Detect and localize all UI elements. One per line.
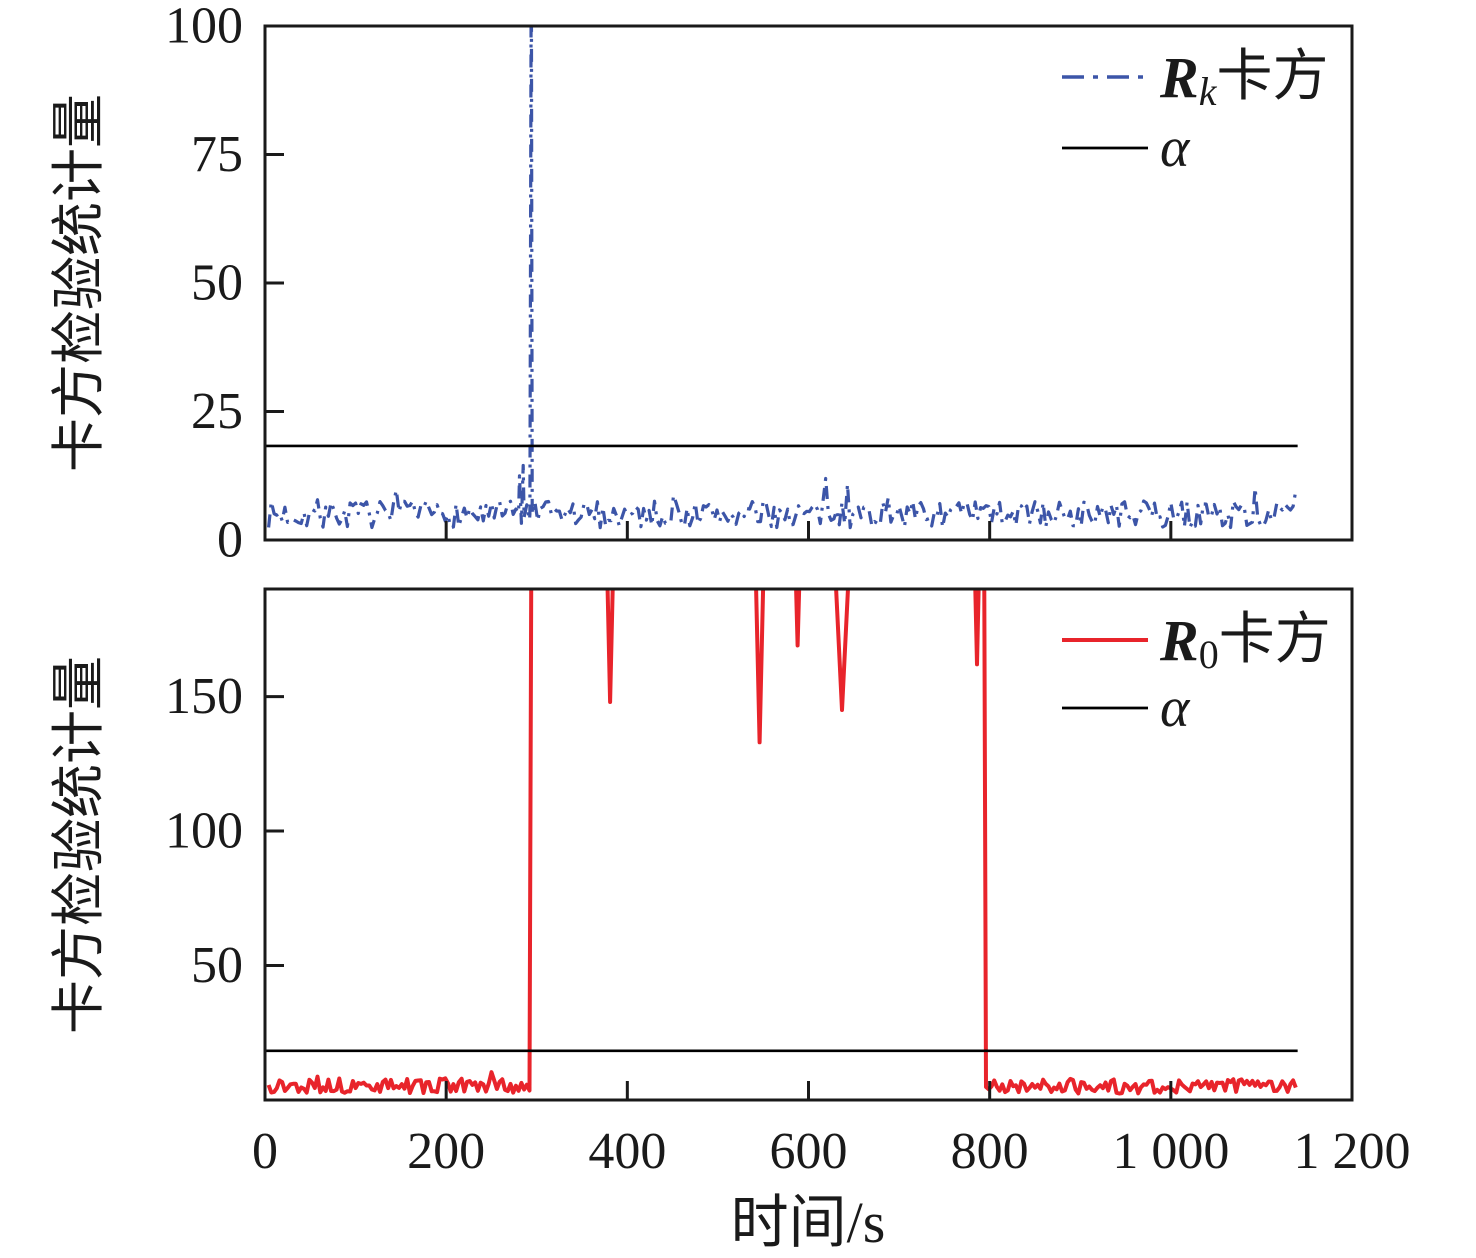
legend-r0-label: R0卡方 (1159, 608, 1331, 677)
bottom-plot-box (263, 587, 1354, 1102)
top-legend: Rk卡方 α (1062, 45, 1328, 179)
y-tick-label: 25 (191, 383, 243, 440)
top-chart-series-area (265, 26, 1298, 530)
legend-rk-label: Rk卡方 (1159, 45, 1328, 114)
y-tick-label: 50 (191, 937, 243, 994)
y-axis-label-top: 卡方检验统计量 (49, 94, 109, 472)
y-tick-label: 100 (165, 803, 243, 860)
x-tick-label: 800 (951, 1123, 1029, 1180)
bottom-legend: R0卡方 α (1062, 608, 1331, 739)
y-tick-label: 75 (191, 126, 243, 183)
y-tick-label: 0 (217, 512, 243, 569)
x-tick-label: 600 (770, 1123, 848, 1180)
x-tick-label: 0 (252, 1123, 278, 1180)
rk-series-path (267, 26, 1298, 530)
r0-series-path (266, 589, 1298, 1096)
x-tick-label: 200 (407, 1123, 485, 1180)
top-plot-box (263, 24, 1354, 542)
y-axis-label-bottom: 卡方检验统计量 (49, 656, 109, 1034)
x-tick-label: 1 000 (1112, 1123, 1229, 1180)
x-tick-label: 1 200 (1294, 1123, 1411, 1180)
legend-alpha-label-top: α (1160, 117, 1191, 179)
y-tick-label: 150 (165, 668, 243, 725)
y-tick-label: 100 (165, 0, 243, 55)
top-chart-axis-ticks: 0 25 50 75 100 (165, 0, 1173, 569)
bottom-chart-axis-ticks: 50 100 150 0 200 400 600 800 1 000 1 200 (165, 668, 1411, 1180)
x-tick-label: 400 (588, 1123, 666, 1180)
y-tick-label: 50 (191, 255, 243, 312)
bottom-chart-series-area (265, 589, 1298, 1096)
x-axis-title: 时间/s (731, 1190, 886, 1255)
legend-alpha-label-bottom: α (1160, 677, 1191, 739)
top-chart-panel: 0 25 50 75 100 卡方检验统计量 Rk卡方 α (49, 0, 1354, 569)
